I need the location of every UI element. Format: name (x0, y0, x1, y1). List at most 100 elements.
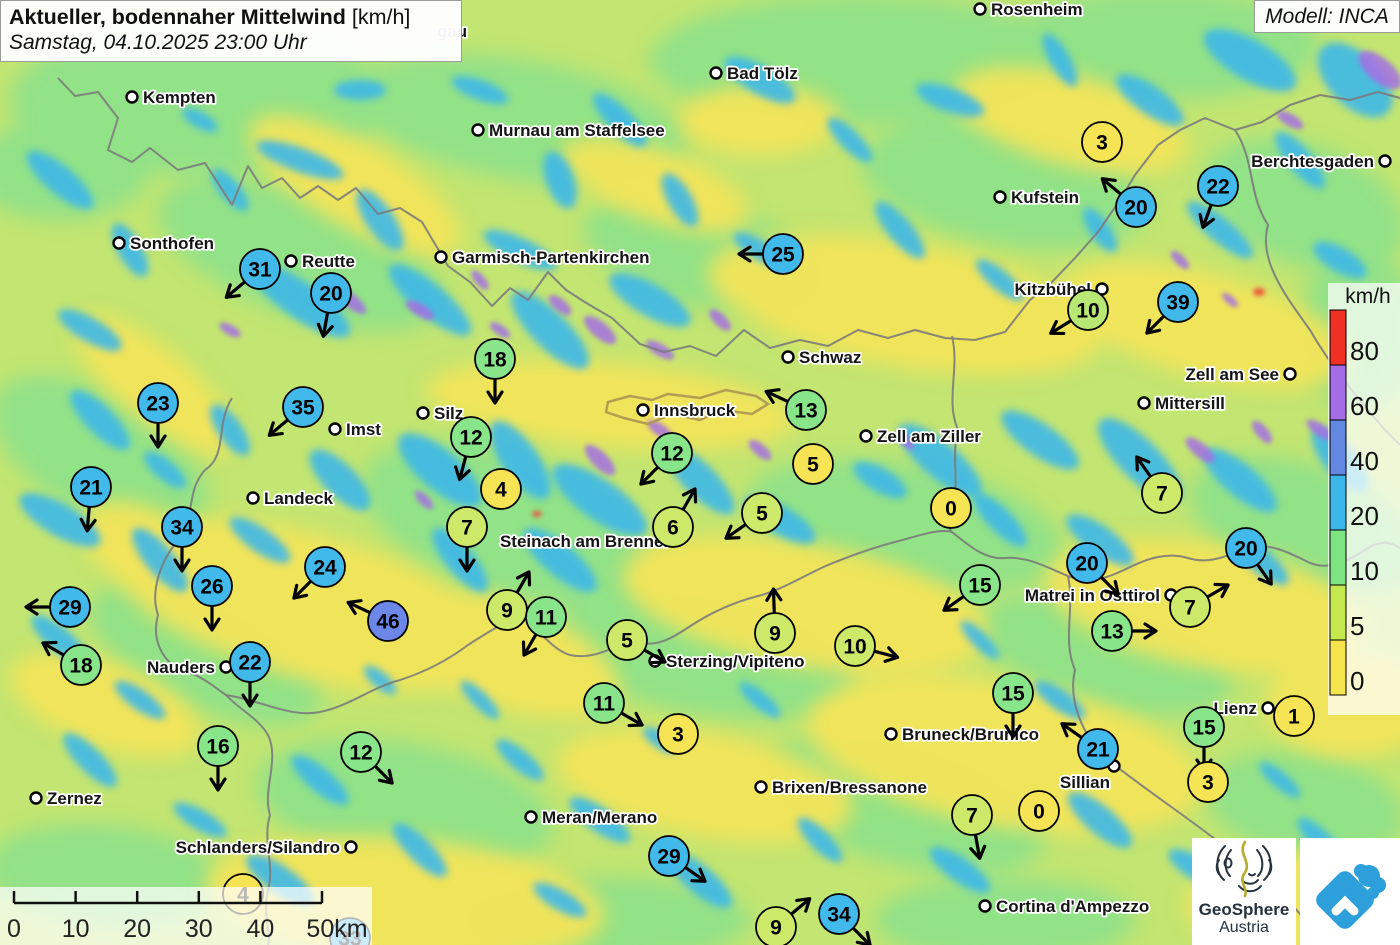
wind-marker: 15 (942, 564, 1001, 612)
legend-scale: km/h 80 60 40 20 10 5 0 (1329, 285, 1391, 696)
city-steinach-am-brenner: Steinach am Brenner (498, 530, 672, 553)
wind-direction-arrow (1135, 455, 1153, 479)
city-bad-tölz: Bad Tölz (709, 62, 800, 85)
wind-marker: 10 (1049, 289, 1109, 336)
city-marker-dot (978, 899, 992, 913)
wind-marker: 20 (1100, 177, 1157, 228)
city-label: Nauders (147, 658, 215, 677)
wind-speed-circle (652, 506, 694, 548)
city-label: Berchtesgaden (1251, 152, 1374, 171)
wind-direction-arrow (454, 454, 471, 482)
city-matrei-in-osttirol: Matrei in Osttirol (1023, 584, 1178, 607)
wind-direction-arrow (1205, 582, 1230, 599)
wind-marker: 39 (1145, 281, 1199, 335)
wind-marker: 9 (754, 587, 796, 654)
wind-speed-circle (1187, 761, 1229, 803)
wind-marker: 20 (1066, 542, 1120, 596)
wind-speed-value: 9 (501, 600, 513, 623)
wind-marker: 13 (764, 388, 827, 431)
map-datetime: Samstag, 04.10.2025 23:00 Uhr (9, 31, 307, 54)
wind-speed-circle (60, 644, 102, 686)
wind-direction-arrow (1130, 622, 1158, 640)
wind-speed-value: 11 (593, 693, 616, 716)
wind-speed-circle (818, 893, 860, 935)
wind-marker: 46 (346, 599, 409, 642)
wind-speed-value: 11 (535, 607, 558, 630)
wind-speed-circle (282, 386, 324, 428)
wind-marker: 22 (229, 641, 271, 708)
wind-direction-arrow (515, 570, 532, 595)
wind-direction-arrow (1049, 318, 1073, 336)
wind-direction-arrow (942, 594, 966, 612)
wind-marker: 31 (224, 248, 281, 299)
wind-speed-value: 3 (672, 724, 684, 747)
wind-speed-value: 12 (660, 443, 683, 466)
wind-speed-value: 20 (1075, 553, 1098, 576)
city-marker-dot (471, 123, 485, 137)
wind-speed-value: 23 (146, 393, 169, 416)
city-bruneck-brunico: Bruneck/Brunico (884, 723, 1041, 746)
wind-speed-circle (1018, 790, 1060, 832)
wind-marker: 34 (161, 506, 203, 573)
wind-speed-value: 0 (945, 498, 957, 521)
wind-marker: 9 (486, 570, 532, 631)
wind-speed-value: 20 (1124, 197, 1147, 220)
wind-speed-value: 24 (313, 557, 337, 580)
wind-speed-circle (310, 272, 352, 314)
wind-speed-value: 21 (1086, 739, 1110, 762)
city-label: Bad Tölz (727, 64, 798, 83)
city-marker-dot (781, 350, 795, 364)
wind-direction-arrow (173, 545, 191, 573)
city-label: Landeck (264, 489, 334, 508)
city-label: Meran/Merano (542, 808, 657, 827)
wind-speed-circle (657, 713, 699, 755)
wind-speed-circle (70, 466, 112, 508)
city-marker-dot (1283, 367, 1297, 381)
wind-speed-value: 29 (58, 597, 81, 620)
scale-bar-ruler: 0 10 20 30 40 50km (7, 891, 368, 943)
wind-direction-arrow (1100, 177, 1123, 196)
wind-speed-value: 7 (1184, 597, 1196, 620)
wind-direction-arrow (1060, 722, 1084, 740)
wind-marker: 34 (818, 893, 872, 945)
wind-speed-circle (959, 564, 1001, 606)
city-label: Sillian (1060, 773, 1110, 792)
wind-speed-circle (1225, 527, 1267, 569)
geosphere-logo: GeoSphere Austria (1192, 838, 1296, 945)
city-marker-dot (246, 491, 260, 505)
city-label: Cortina d'Ampezzo (996, 897, 1149, 916)
city-label: Sonthofen (130, 234, 214, 253)
wind-speed-value: 5 (807, 454, 819, 477)
city-imst: Imst (328, 418, 383, 441)
scale-bar-label: 0 (7, 915, 21, 943)
wind-field-art-red (532, 288, 1265, 517)
wind-speed-circle (474, 338, 516, 380)
city-zell-am-see: Zell am See (1184, 363, 1297, 386)
tirol-logo-icon (1316, 863, 1386, 929)
city-meran-merano: Meran/Merano (524, 806, 659, 829)
wind-speed-value: 46 (376, 611, 399, 634)
city-label: Rosenheim (991, 0, 1083, 19)
city-marker-dot (754, 780, 768, 794)
city-label: Bruneck/Brunico (902, 725, 1039, 744)
city-label: Lienz (1214, 699, 1257, 718)
wind-marker: 18 (41, 640, 102, 686)
wind-speed-circle (1183, 706, 1225, 748)
wind-speed-value: 12 (349, 742, 372, 765)
wind-speed-circle (583, 682, 625, 724)
city-kempten: Kempten (125, 86, 217, 109)
wind-speed-circle (651, 432, 693, 474)
wind-speed-value: 1 (1288, 706, 1300, 729)
wind-speed-value: 39 (1166, 292, 1189, 315)
wind-direction-arrow (789, 897, 812, 916)
wind-direction-arrow (458, 545, 476, 573)
wind-speed-value: 3 (1096, 132, 1108, 155)
city-label: Silz (434, 404, 463, 423)
tirol-logo (1300, 838, 1400, 945)
city-label: Imst (346, 420, 381, 439)
wind-direction-arrow (24, 598, 52, 616)
model-label: Modell: INCA (1265, 4, 1389, 28)
wind-marker: 3 (1081, 121, 1123, 163)
wind-speed-circle (161, 506, 203, 548)
wind-marker: 29 (648, 835, 707, 883)
